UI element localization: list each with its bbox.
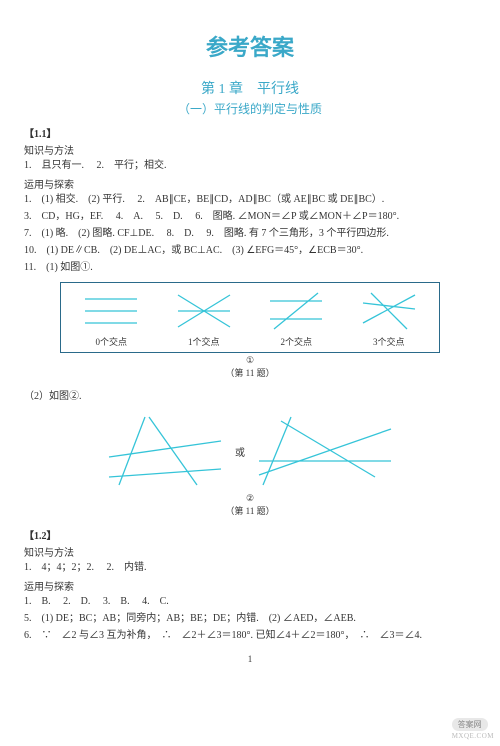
sec12-apply-line-1: 1. B. 2. D. 3. B. 4. C.	[24, 594, 476, 610]
watermark-top: 答案网	[452, 718, 488, 731]
sec11-line-2: （2）如图②.	[24, 389, 476, 405]
answer-item: 10. (1) DE∥CB. (2) DE⊥AC，或 BC⊥AC. (3) ∠E…	[24, 245, 363, 256]
subchapter-heading: （一）平行线的判定与性质	[24, 100, 476, 117]
diagram-3-intersections	[357, 289, 421, 333]
answer-item: 3. B.	[103, 596, 130, 607]
answer-item: 7. (1) 略. (2) 图略. CF⊥DE.	[24, 228, 154, 239]
answer-item: 2. D.	[63, 596, 90, 607]
answer-item: 2. 平行；相交.	[97, 160, 167, 171]
answer-item: 4. A.	[116, 211, 143, 222]
answer-item: 11. (1) 如图①.	[24, 262, 93, 273]
answer-item: 3. CD，HG，EF.	[24, 211, 103, 222]
figure-2-circ: ②	[24, 493, 476, 504]
diagram-0-intersections	[79, 289, 143, 333]
figure-1-cell-1pt: 1个交点	[164, 289, 244, 348]
diagram-4lines-a	[105, 411, 225, 491]
answer-item: 4. C.	[142, 596, 169, 607]
figure-2-or: 或	[235, 444, 245, 459]
answer-item: 8. D.	[167, 228, 194, 239]
section-1-2-apply-label: 运用与探索	[24, 578, 476, 593]
answer-item: 6. 图略. ∠MON＝∠P 或∠MON＋∠P＝180°.	[195, 211, 399, 222]
sec11-apply-line-4: 10. (1) DE∥CB. (2) DE⊥AC，或 BC⊥AC. (3) ∠E…	[24, 243, 476, 259]
sec11-apply-line-2: 3. CD，HG，EF. 4. A. 5. D. 6. 图略. ∠MON＝∠P …	[24, 209, 476, 225]
figure-1-cell-2pts: 2个交点	[256, 289, 336, 348]
figure-1-label-2: 2个交点	[280, 335, 312, 348]
answer-item: 5. D.	[155, 211, 182, 222]
diagram-4lines-b	[255, 411, 395, 491]
figure-1-label-3: 3个交点	[373, 335, 405, 348]
figure-1-circ: ①	[24, 355, 476, 366]
figure-1-cell-3pts: 3个交点	[349, 289, 429, 348]
sec12-apply-line-3: 6. ∵ ∠2 与∠3 互为补角， ∴ ∠2＋∠3＝180°. 已知∠4＋∠2＝…	[24, 628, 476, 644]
answer-item: 1. (1) 相交. (2) 平行.	[24, 194, 125, 205]
figure-2-wrap: 或	[24, 411, 476, 491]
section-1-1-knowledge-label: 知识与方法	[24, 142, 476, 157]
sec11-apply-line-3: 7. (1) 略. (2) 图略. CF⊥DE. 8. D. 9. 图略. 有 …	[24, 226, 476, 242]
sec11-apply-line-1: 1. (1) 相交. (2) 平行. 2. AB∥CE，BE∥CD，AD∥BC（…	[24, 192, 476, 208]
watermark-bottom: MXQE.COM	[452, 732, 494, 740]
figure-1-cell-0pts: 0个交点	[71, 289, 151, 348]
answer-item: 5. (1) DE；BC；AB；同旁内；AB；BE；DE；内错. (2) ∠AE…	[24, 613, 356, 624]
section-1-1-apply-label: 运用与探索	[24, 176, 476, 191]
diagram-2-intersections	[264, 289, 328, 333]
sec12-know-line: 1. 4；4；2；2. 2. 内错.	[24, 560, 476, 576]
answer-item: 1. 4；4；2；2.	[24, 562, 94, 573]
answer-item: 6. ∵ ∠2 与∠3 互为补角， ∴ ∠2＋∠3＝180°. 已知∠4＋∠2＝…	[24, 630, 422, 641]
answer-item: 2. AB∥CE，BE∥CD，AD∥BC（或 AE∥BC 或 DE∥BC）.	[137, 194, 384, 205]
section-1-1-code: 【1.1】	[24, 125, 476, 140]
figure-1-label-1: 1个交点	[188, 335, 220, 348]
section-1-2-knowledge-label: 知识与方法	[24, 544, 476, 559]
answer-item: 9. 图略. 有 7 个三角形，3 个平行四边形.	[206, 228, 389, 239]
figure-2-caption: （第 11 题）	[24, 504, 476, 517]
figure-1-label-0: 0个交点	[95, 335, 127, 348]
sec11-apply-line-5: 11. (1) 如图①.	[24, 260, 476, 276]
watermark: 答案网 MXQE.COM	[452, 718, 494, 740]
sec11-know-line: 1. 且只有一. 2. 平行；相交.	[24, 158, 476, 174]
page-number: 1	[24, 654, 476, 664]
answer-item: 1. 且只有一.	[24, 160, 84, 171]
chapter-heading: 第 1 章 平行线	[24, 78, 476, 98]
sec12-apply-line-2: 5. (1) DE；BC；AB；同旁内；AB；BE；DE；内错. (2) ∠AE…	[24, 611, 476, 627]
section-1-2-code: 【1.2】	[24, 527, 476, 542]
page-title: 参考答案	[24, 30, 476, 62]
answer-item: 1. B.	[24, 596, 51, 607]
diagram-1-intersection	[172, 289, 236, 333]
figure-1-caption: （第 11 题）	[24, 366, 476, 379]
answer-item: 2. 内错.	[107, 562, 147, 573]
figure-1-box: 0个交点 1个交点 2个交点 3个交点	[60, 282, 440, 353]
